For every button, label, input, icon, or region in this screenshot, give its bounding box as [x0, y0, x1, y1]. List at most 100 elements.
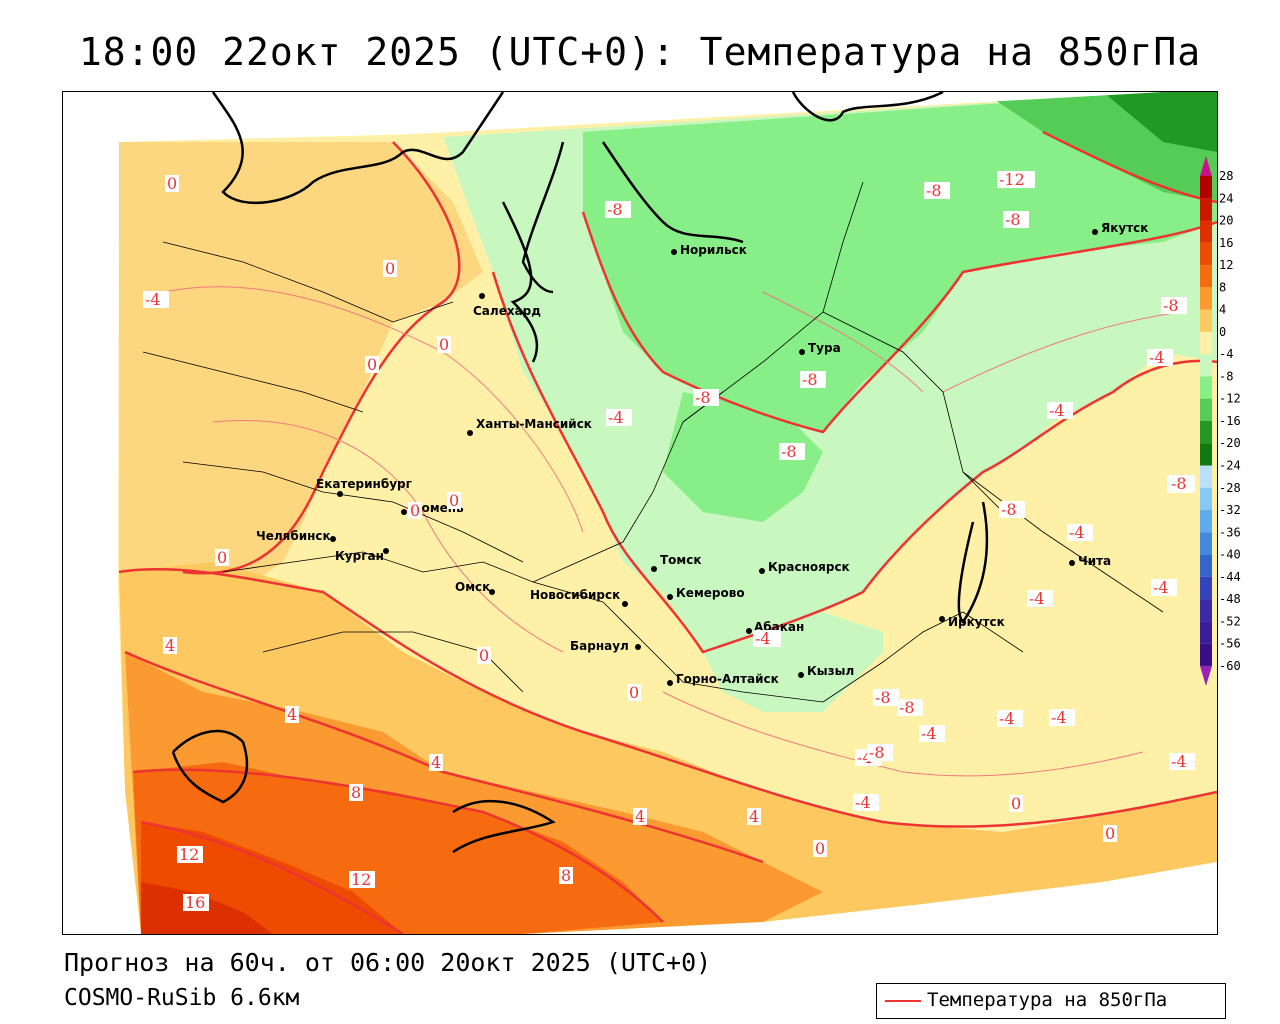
isotherm-label: 0 — [215, 548, 229, 567]
colorbar-tick-label: 4 — [1219, 303, 1226, 317]
city-label: Новосибирск — [530, 588, 620, 602]
svg-text:0: 0 — [217, 548, 227, 567]
city-label: Тура — [808, 341, 841, 355]
svg-text:-4: -4 — [145, 290, 161, 309]
svg-text:4: 4 — [287, 705, 297, 724]
colorbar-swatch — [1200, 643, 1212, 666]
colorbar-swatch — [1200, 599, 1212, 622]
colorbar-tick-label: -48 — [1219, 592, 1241, 606]
isotherm-label: -4 — [1047, 401, 1073, 420]
svg-text:-8: -8 — [926, 181, 942, 200]
city-label: Ханты-Мансийск — [476, 417, 592, 431]
isotherm-label: -12 — [997, 170, 1035, 189]
colorbar-tick-label: 28 — [1219, 169, 1233, 183]
zone-0-east-south — [823, 632, 1217, 832]
city-dots — [330, 229, 1098, 686]
zone-minus8-minus4 — [583, 92, 1217, 432]
svg-text:0: 0 — [439, 335, 449, 354]
isotherm-label: 4 — [163, 636, 177, 655]
colorbar-swatch — [1200, 487, 1212, 511]
svg-text:-4: -4 — [1171, 752, 1187, 771]
isotherm-label: -4 — [1067, 523, 1093, 542]
colorbar-swatch — [1200, 242, 1212, 266]
isotherm-label: -4 — [1151, 578, 1177, 597]
svg-text:4: 4 — [749, 807, 759, 826]
isotherm-label: 8 — [349, 783, 363, 802]
isotherm-label: 0 — [437, 335, 451, 354]
svg-text:0: 0 — [385, 259, 395, 278]
city-label: Салехард — [473, 304, 541, 318]
colorbar-tick-label: -8 — [1219, 369, 1233, 383]
isotherm-label: 12 — [177, 845, 203, 864]
isotherm-label: 8 — [559, 866, 573, 885]
isotherm-label: 0 — [477, 646, 491, 665]
zone-minus16-minus12 — [1103, 92, 1217, 152]
colorbar-tick-label: -40 — [1219, 548, 1241, 562]
colorbar-tick-label: -56 — [1219, 637, 1241, 651]
colorbar-tick-label: -60 — [1219, 659, 1241, 673]
isotherm-contours — [118, 130, 1217, 934]
svg-text:12: 12 — [351, 870, 371, 889]
colorbar-tick-label: 0 — [1219, 325, 1226, 339]
colorbar-tick-label: -12 — [1219, 392, 1241, 406]
isotherm-label: -8 — [1003, 210, 1029, 229]
city-label: Кызыл — [807, 664, 854, 678]
colorbar-swatch — [1200, 331, 1212, 355]
city-label: Норильск — [680, 243, 747, 257]
isotherm-label: 0 — [447, 491, 461, 510]
outside-domain-west — [63, 142, 141, 934]
svg-text:8: 8 — [351, 783, 361, 802]
svg-text:0: 0 — [815, 839, 825, 858]
city-label: Екатеринбург — [316, 477, 412, 491]
city-label: Томск — [660, 553, 702, 567]
city-label: Курган — [335, 549, 384, 563]
svg-text:0: 0 — [410, 501, 420, 520]
colorbar-swatch — [1200, 354, 1212, 377]
colorbar-tick-label: -4 — [1219, 347, 1233, 361]
isotherm-label: 0 — [408, 501, 422, 520]
city-label: Якутск — [1101, 221, 1148, 235]
city-label: Барнаул — [570, 639, 629, 653]
isotherm-label: -8 — [867, 743, 893, 762]
svg-text:-8: -8 — [695, 388, 711, 407]
isotherm-label: -8 — [779, 442, 805, 461]
isotherm-label: -4 — [1147, 348, 1173, 367]
svg-text:16: 16 — [185, 893, 205, 912]
model-info: COSMO-RuSib 6.6км — [64, 985, 300, 1011]
isotherm-label: 0 — [383, 259, 397, 278]
svg-text:-4: -4 — [608, 408, 624, 427]
colorbar-swatch — [1200, 443, 1212, 466]
svg-text:4: 4 — [165, 636, 175, 655]
region-borders — [142, 181, 1164, 703]
isotherm-label: 0 — [627, 683, 641, 702]
svg-text:0: 0 — [1105, 824, 1115, 843]
isotherm-label: -4 — [919, 724, 945, 743]
city-label: Омск — [455, 580, 490, 594]
svg-text:0: 0 — [1011, 794, 1021, 813]
colorbar-swatch — [1200, 198, 1212, 221]
isotherm-label: -4 — [143, 290, 169, 309]
colorbar-tick-label: -28 — [1219, 481, 1241, 495]
colorbar-tick-label: -24 — [1219, 459, 1241, 473]
svg-text:-4: -4 — [1051, 708, 1067, 727]
svg-text:-8: -8 — [1171, 474, 1187, 493]
colorbar-swatch — [1200, 265, 1212, 288]
city-label: Красноярск — [768, 560, 850, 574]
isotherm-label: 4 — [747, 807, 761, 826]
svg-text:-8: -8 — [875, 688, 891, 707]
colorbar-tick-label: -32 — [1219, 503, 1241, 517]
color-scale: 28 24 20 16 12 8 4 0 -4 -8 -12 -16 -20 -24 -28 -32 -36 -4… — [1196, 156, 1280, 692]
svg-text:-8: -8 — [607, 200, 623, 219]
isotherm-label: -4 — [1169, 752, 1195, 771]
isotherm-label: 0 — [1103, 824, 1117, 843]
colorbar-tick-label: 24 — [1219, 191, 1233, 205]
isotherm-label: -4 — [606, 408, 632, 427]
svg-text:-4: -4 — [999, 709, 1015, 728]
svg-text:-8: -8 — [1163, 296, 1179, 315]
isotherm-label: -4 — [1049, 708, 1075, 727]
colorbar-tick-label: 16 — [1219, 236, 1233, 250]
isotherm-label: -8 — [605, 200, 631, 219]
svg-text:-4: -4 — [1049, 401, 1065, 420]
svg-text:4: 4 — [431, 753, 441, 772]
legend-line-swatch — [885, 1000, 921, 1002]
